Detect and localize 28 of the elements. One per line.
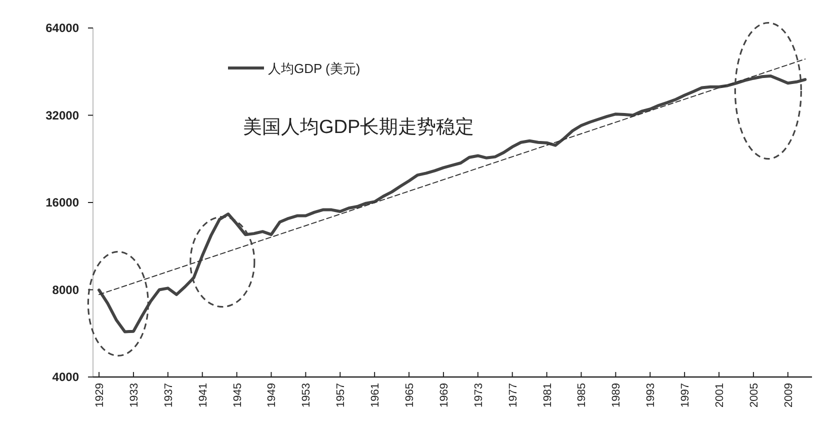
x-tick-label: 1937 xyxy=(162,383,175,408)
x-tick-label: 1985 xyxy=(576,383,588,408)
x-tick-label: 1945 xyxy=(232,383,244,408)
x-tick-label: 2005 xyxy=(748,383,760,408)
x-tick-label: 1965 xyxy=(404,383,416,408)
x-tick-label: 1989 xyxy=(610,383,623,408)
x-tick-label: 1981 xyxy=(542,383,554,408)
x-tick-label: 1953 xyxy=(300,383,313,408)
x-tick-label: 1941 xyxy=(197,383,210,408)
x-tick-label: 1961 xyxy=(370,383,382,408)
x-tick-label: 1957 xyxy=(335,383,348,408)
x-tick-label: 1993 xyxy=(645,383,658,408)
x-tick-label: 1977 xyxy=(507,383,520,408)
y-tick-label: 8000 xyxy=(52,282,80,297)
y-tick-label: 4000 xyxy=(52,370,80,384)
y-tick-label: 64000 xyxy=(46,21,80,35)
x-tick-label: 1997 xyxy=(680,383,692,408)
annotation: 美国人均GDP长期走势稳定 xyxy=(243,116,474,138)
x-tick-label: 1969 xyxy=(438,383,450,408)
x-tick-label: 1933 xyxy=(128,383,140,408)
y-tick-label: 16000 xyxy=(46,196,80,210)
x-tick-label: 1973 xyxy=(472,383,485,408)
x-tick-label: 2001 xyxy=(714,383,726,408)
x-tick-label: 1929 xyxy=(94,383,106,408)
y-tick-label: 32000 xyxy=(46,108,80,122)
legend-label: 人均GDP (美元) xyxy=(268,61,360,76)
x-tick-label: 2009 xyxy=(782,383,795,408)
x-tick-label: 1949 xyxy=(266,383,278,408)
